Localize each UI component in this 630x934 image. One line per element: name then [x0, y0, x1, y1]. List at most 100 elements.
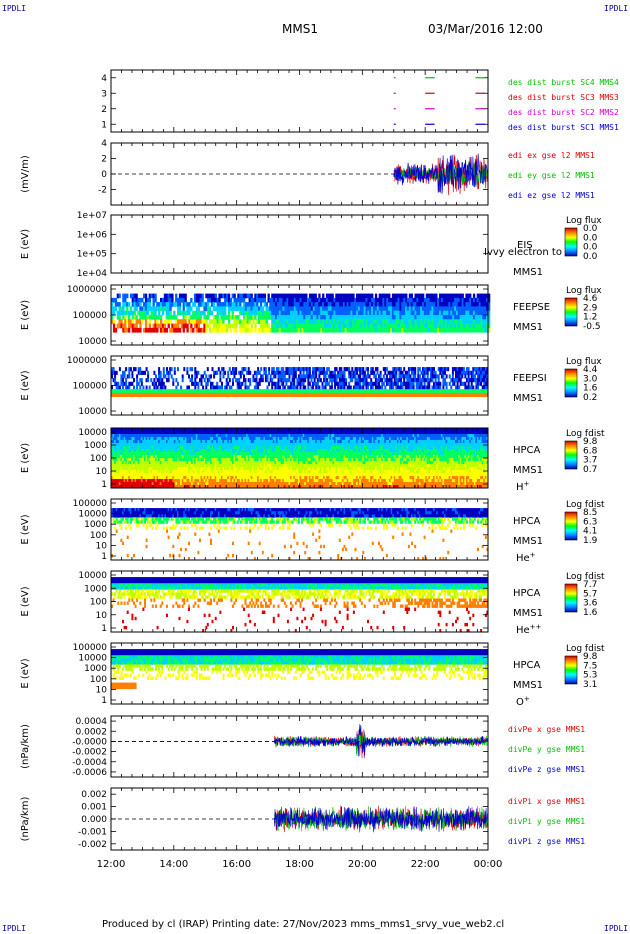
- spectrogram-cell: [294, 392, 297, 397]
- spectrogram-cell: [189, 482, 192, 486]
- spectrogram-cell: [184, 467, 187, 471]
- spectrogram-cell: [315, 381, 318, 386]
- spectrogram-cell: [205, 458, 208, 462]
- spectrogram-cell: [273, 293, 276, 299]
- spectrogram-cell: [254, 297, 257, 303]
- spectrogram-cell: [482, 315, 485, 320]
- spectrogram-cell: [159, 378, 162, 383]
- spectrogram-cell: [350, 297, 353, 303]
- spectrogram-cell: [484, 370, 487, 375]
- spectrogram-cell: [370, 367, 373, 372]
- spectrogram-cell: [384, 293, 387, 299]
- spectrogram-cell: [444, 315, 447, 320]
- spectrogram-cell: [186, 479, 189, 483]
- spectrogram-cell: [466, 389, 468, 394]
- spectrogram-cell: [484, 367, 487, 372]
- spectrogram-cell: [136, 452, 139, 456]
- spectrogram-cell: [269, 310, 272, 316]
- spectrogram-cell: [418, 367, 421, 372]
- spectrogram-cell: [263, 315, 266, 320]
- spectrogram-cell: [423, 385, 426, 390]
- spectrogram-cell: [427, 310, 430, 316]
- spectrogram-cell: [195, 461, 198, 465]
- spectrogram-cell: [450, 293, 453, 299]
- spectrogram-cell: [145, 485, 148, 489]
- spectrogram-cell: [183, 389, 186, 394]
- spectrogram-cell: [184, 323, 187, 329]
- spectrogram-cell: [166, 467, 168, 471]
- spectrogram-cell: [232, 370, 234, 375]
- spectrogram-cell: [354, 319, 357, 324]
- spectrogram-cell: [115, 476, 118, 480]
- spectrogram-cell: [123, 443, 126, 447]
- colorbar-tick-label: 0.0: [583, 252, 598, 262]
- spectrogram-cell: [329, 310, 332, 316]
- spectrogram-cell: [111, 367, 113, 372]
- spectrogram-cell: [216, 434, 219, 438]
- y-axis-label: (mV/m): [20, 155, 31, 193]
- spectrogram-cell: [194, 476, 197, 480]
- spectrogram-cell: [150, 327, 153, 333]
- spectrogram-cell: [118, 443, 121, 447]
- spectrogram-cell: [414, 306, 417, 312]
- spectrogram-cell: [436, 374, 439, 379]
- spectrogram-cell: [125, 485, 128, 489]
- spectrogram-cell: [393, 297, 396, 303]
- spectrogram-cell: [180, 443, 183, 447]
- spectrogram-cell: [401, 302, 404, 307]
- spectrogram-cell: [444, 389, 446, 394]
- spectrogram-cell: [238, 378, 241, 383]
- spectrogram-cell: [320, 310, 323, 316]
- spectrogram-cell: [221, 467, 223, 471]
- spectrogram-cell: [137, 485, 140, 489]
- spectrogram-cell: [131, 452, 134, 456]
- spectrogram-cell: [150, 476, 153, 480]
- spectrogram-cell: [203, 446, 206, 450]
- spectrogram-cell: [265, 302, 268, 307]
- spectrogram-cell: [126, 461, 129, 465]
- spectrogram-cell: [161, 327, 165, 333]
- spectrogram-cell: [181, 476, 184, 480]
- spectrogram-cell: [307, 378, 310, 383]
- spectrogram-cell: [133, 464, 135, 468]
- spectrogram-cell: [483, 374, 486, 379]
- spectrogram-cell: [433, 293, 436, 299]
- spectrogram-cell: [418, 381, 421, 386]
- spectrogram-cell: [134, 461, 137, 465]
- spectrogram-cell: [177, 319, 180, 324]
- spectrogram-cell: [159, 431, 162, 435]
- spectrogram-cell: [480, 374, 483, 379]
- spectrogram-cell: [393, 323, 396, 329]
- spectrogram-cell: [310, 306, 314, 312]
- spectrogram-cell: [191, 381, 194, 386]
- spectrogram-cell: [407, 374, 410, 379]
- spectrogram-cell: [320, 297, 323, 303]
- spectrogram-cell: [114, 381, 117, 386]
- spectrogram-cell: [348, 370, 351, 375]
- spectrogram-cell: [357, 306, 361, 312]
- spectrogram-cell: [203, 449, 206, 453]
- spectrogram-cell: [343, 367, 346, 372]
- spectrogram-cell: [301, 374, 304, 379]
- spectrogram-cell: [221, 479, 223, 483]
- legend-entry: des dist burst SC3 MMS3: [508, 93, 619, 102]
- spectrogram-cell: [133, 378, 135, 383]
- spectrogram-cell: [442, 315, 446, 320]
- spectrogram-cell: [136, 374, 139, 379]
- spectrogram-cell: [218, 327, 221, 333]
- spectrogram-cell: [156, 482, 159, 486]
- spectrogram-cell: [457, 323, 461, 329]
- spectrogram-cell: [156, 485, 159, 489]
- spectrogram-cell: [178, 434, 181, 438]
- spectrogram-cell: [324, 381, 327, 386]
- spectrogram-cell: [177, 470, 179, 474]
- spectrogram-cell: [135, 293, 138, 299]
- spectrogram-cell: [195, 431, 198, 435]
- spectrogram-cell: [360, 385, 363, 390]
- spectrogram-cell: [244, 389, 247, 394]
- spectrogram-cell: [188, 385, 190, 390]
- spectrogram-cell: [385, 381, 388, 386]
- spectrogram-cell: [217, 389, 220, 394]
- spectrogram-cell: [407, 378, 410, 383]
- spectrogram-cell: [216, 370, 219, 375]
